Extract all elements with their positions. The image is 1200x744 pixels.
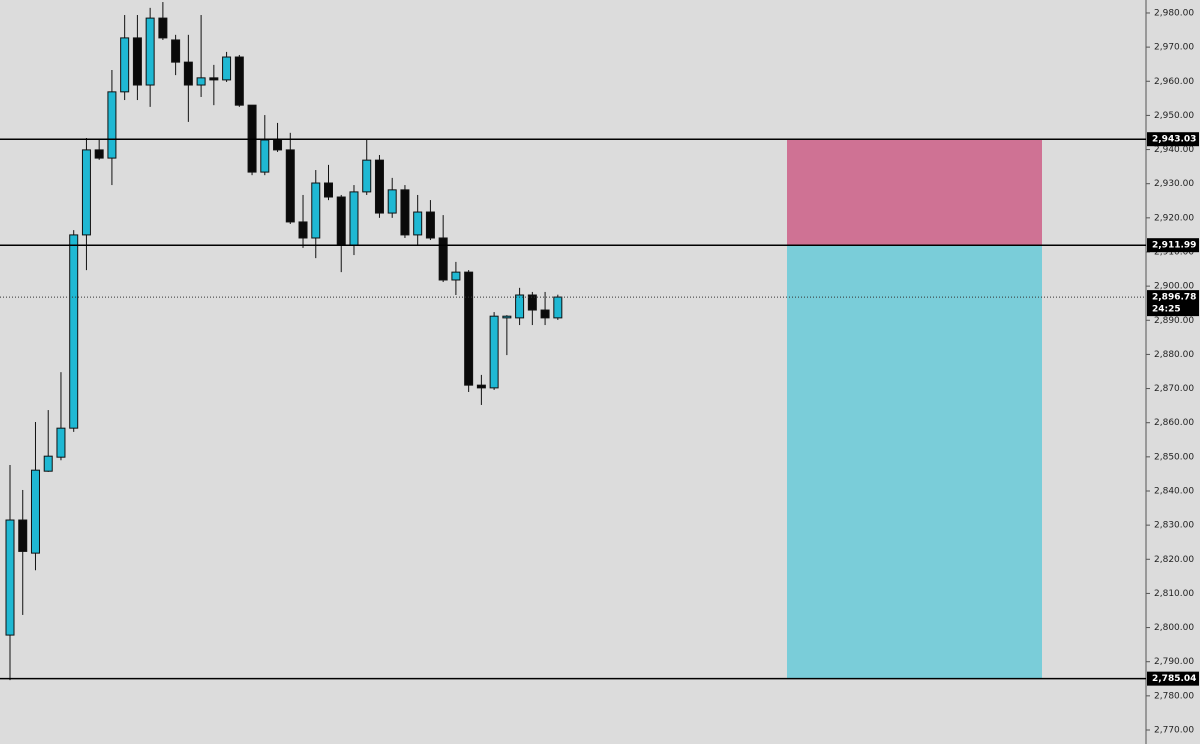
candle-body [553, 296, 563, 319]
candle-body [362, 159, 372, 193]
candle-body [476, 384, 486, 389]
candle-body [298, 221, 308, 239]
candle-body [515, 294, 525, 319]
y-tick-label: 2,850.00 [1154, 452, 1194, 462]
candle-body [132, 37, 142, 86]
y-tick-label: 2,950.00 [1154, 111, 1194, 121]
current-price-box [1147, 290, 1199, 317]
candle-body [425, 211, 435, 239]
level-label-box [1147, 671, 1199, 686]
candle-body [387, 189, 397, 214]
candle-body [540, 309, 550, 319]
candle-body [196, 77, 206, 86]
candle-body [209, 77, 219, 81]
y-tick-label: 2,860.00 [1154, 418, 1194, 428]
candle-body [285, 149, 295, 223]
candle-body [158, 17, 168, 39]
candle-body [400, 189, 410, 236]
y-tick-label: 2,940.00 [1154, 145, 1194, 155]
level-label: 2,943.03 [1152, 135, 1196, 145]
y-tick-label: 2,820.00 [1154, 555, 1194, 565]
y-tick-label: 2,870.00 [1154, 384, 1194, 394]
candle-body [374, 159, 384, 214]
y-tick-label: 2,800.00 [1154, 623, 1194, 633]
candle-body [451, 271, 461, 281]
candle-body [222, 56, 232, 81]
candle-body [5, 519, 15, 636]
y-tick-label: 2,900.00 [1154, 282, 1194, 292]
candle-body [489, 315, 499, 389]
candle-body [438, 237, 448, 281]
y-tick-label: 2,930.00 [1154, 179, 1194, 189]
y-tick-label: 2,810.00 [1154, 589, 1194, 599]
level-label-box [1147, 132, 1199, 147]
candle-body [18, 519, 28, 552]
y-tick-label: 2,920.00 [1154, 213, 1194, 223]
countdown-label: 24:25 [1152, 305, 1181, 315]
candle-body [260, 139, 270, 173]
y-tick-label: 2,910.00 [1154, 247, 1194, 257]
candle-body [94, 149, 104, 159]
level-label: 2,911.99 [1152, 241, 1196, 251]
zone [787, 245, 1042, 679]
candle-body [311, 182, 321, 239]
candle-body [336, 196, 346, 246]
candle-body [81, 149, 91, 236]
candle-body [183, 61, 193, 86]
candle-body [324, 182, 333, 198]
level-label-box [1147, 238, 1199, 253]
current-price-label: 2,896.78 [1152, 293, 1196, 303]
candle-body [120, 37, 130, 93]
y-tick-label: 2,780.00 [1154, 691, 1194, 701]
candle-body [464, 271, 474, 386]
y-tick-label: 2,830.00 [1154, 521, 1194, 531]
zone [787, 139, 1042, 246]
candle-body [234, 56, 244, 106]
y-tick-label: 2,770.00 [1154, 726, 1194, 736]
y-tick-label: 2,960.00 [1154, 77, 1194, 87]
y-tick-label: 2,880.00 [1154, 350, 1194, 360]
candle-body [171, 39, 181, 63]
candle-body [145, 17, 155, 86]
candle-body [273, 139, 283, 151]
candle-body [30, 469, 40, 554]
y-tick-label: 2,980.00 [1154, 8, 1194, 18]
y-tick-label: 2,790.00 [1154, 657, 1194, 667]
y-tick-label: 2,970.00 [1154, 43, 1194, 53]
candle-body [56, 427, 66, 458]
candle-body [43, 455, 53, 472]
candle-body [349, 191, 359, 246]
y-tick-label: 2,840.00 [1154, 486, 1194, 496]
candle-body [107, 91, 117, 159]
y-tick-label: 2,890.00 [1154, 316, 1194, 326]
candle-body [413, 211, 423, 236]
candle-body [69, 234, 79, 429]
candle-body [502, 315, 512, 319]
candle-body [527, 294, 537, 311]
level-label: 2,785.04 [1152, 674, 1196, 684]
